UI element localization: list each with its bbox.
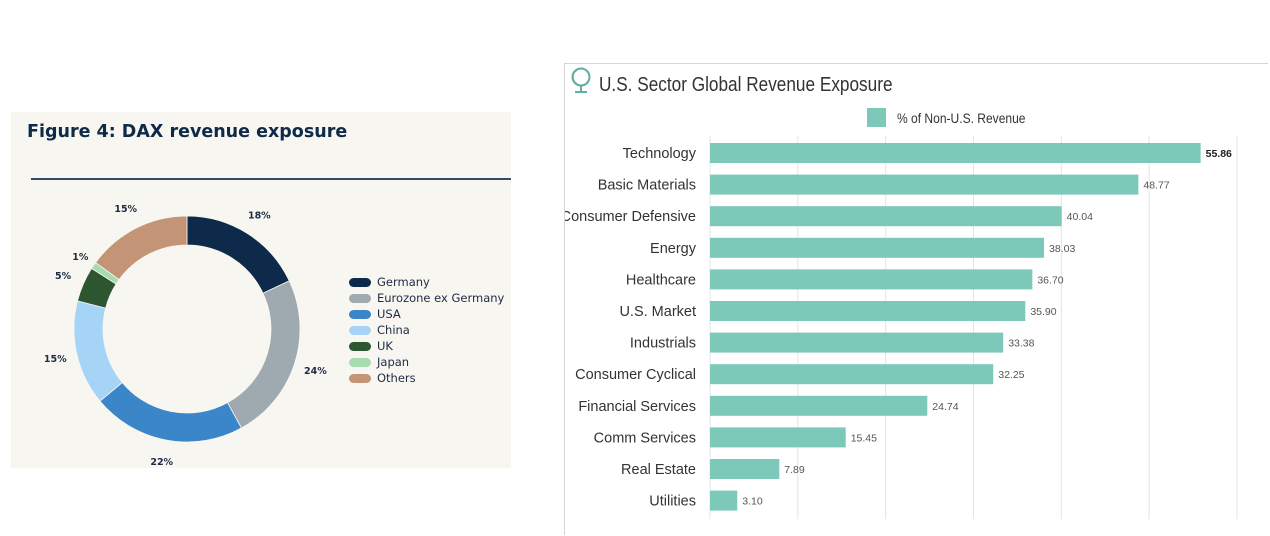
donut-value-label-japan: 1%: [72, 252, 89, 263]
legend-item-usa: USA: [349, 306, 504, 322]
legend-item-uk: UK: [349, 338, 504, 354]
bar-real-estate: [710, 459, 780, 479]
value-label-utilities: 3.10: [742, 496, 763, 508]
donut-value-label-usa: 22%: [150, 457, 173, 468]
category-label-comm-services: Comm Services: [594, 430, 696, 446]
donut-value-label-germany: 18%: [248, 211, 271, 222]
bar-consumer-defensive: [710, 206, 1062, 227]
sector-chart-legend: % of Non-U.S. Revenue: [867, 108, 1046, 127]
dax-figure-panel: Figure 4: DAX revenue exposure 18% 24% 22%…: [11, 112, 511, 468]
value-label-consumer-defensive: 40.04: [1067, 211, 1093, 223]
donut-slice-usa: [99, 381, 242, 443]
value-label-energy: 38.03: [1049, 243, 1075, 255]
legend-swatch: [349, 309, 371, 319]
legend-label: Japan: [377, 355, 410, 369]
value-label-consumer-cyclical: 32.25: [998, 369, 1024, 381]
category-label-real-estate: Real Estate: [621, 462, 696, 478]
bar-technology: [710, 143, 1201, 163]
category-label-u-s-market: U.S. Market: [619, 304, 696, 320]
legend-swatch: [349, 357, 371, 367]
legend-label: % of Non-U.S. Revenue: [897, 109, 1026, 126]
legend-swatch: [349, 373, 371, 383]
donut-slice-eurozone-ex-germany: [226, 280, 301, 429]
gridlines: [709, 136, 1238, 519]
sector-chart-panel: U.S. Sector Global Revenue Exposure % of…: [564, 63, 1268, 535]
bar-energy: [710, 237, 1045, 258]
category-label-financial-services: Financial Services: [578, 399, 696, 415]
value-label-basic-materials: 48.77: [1143, 180, 1169, 192]
value-label-real-estate: 7.89: [784, 464, 805, 476]
dax-chart-title: Figure 4: DAX revenue exposure: [27, 122, 348, 142]
category-label-healthcare: Healthcare: [626, 272, 696, 288]
value-label-technology: 55.86: [1206, 148, 1232, 160]
category-label-technology: Technology: [623, 146, 697, 162]
legend-label: UK: [377, 339, 393, 353]
bar-basic-materials: [710, 174, 1139, 195]
legend-item-eurozone-ex-germany: Eurozone ex Germany: [349, 290, 504, 306]
bar-industrials: [710, 332, 1004, 353]
donut-value-label-eurozone-ex-germany: 24%: [304, 366, 327, 377]
legend-item-others: Others: [349, 370, 504, 386]
legend-label: China: [377, 323, 410, 337]
dax-legend: Germany Eurozone ex Germany USA China UK Japa…: [349, 274, 504, 386]
donut-slice-china: [73, 300, 123, 402]
category-label-energy: Energy: [650, 241, 697, 257]
category-label-consumer-cyclical: Consumer Cyclical: [575, 367, 696, 383]
donut-value-label-others: 15%: [114, 204, 137, 215]
category-label-industrials: Industrials: [630, 336, 696, 352]
value-label-u-s-market: 35.90: [1030, 306, 1056, 318]
donut-slice-others: [95, 215, 188, 281]
donut-value-label-china: 15%: [44, 354, 67, 365]
legend-swatch: [867, 108, 886, 127]
value-label-healthcare: 36.70: [1037, 274, 1063, 286]
value-label-industrials: 33.38: [1008, 338, 1034, 350]
bar-comm-services: [710, 427, 846, 448]
bar-consumer-cyclical: [710, 364, 994, 385]
legend-label: USA: [377, 307, 401, 321]
category-label-consumer-defensive: Consumer Defensive: [565, 209, 696, 225]
category-label-basic-materials: Basic Materials: [598, 178, 696, 194]
legend-item-china: China: [349, 322, 504, 338]
category-label-utilities: Utilities: [649, 494, 696, 510]
dax-donut-chart: 18% 24% 22% 15% 5%1% 15%: [44, 204, 327, 468]
legend-label: Others: [377, 371, 416, 385]
bar-healthcare: [710, 269, 1033, 290]
legend-label: Eurozone ex Germany: [377, 291, 505, 305]
bar-u-s-market: [710, 301, 1026, 321]
legend-item-japan: Japan: [349, 354, 504, 370]
title-divider: [31, 178, 511, 180]
sector-chart-title: U.S. Sector Global Revenue Exposure: [599, 74, 893, 96]
globe-icon: [571, 67, 591, 93]
donut-value-label-uk: 5%: [55, 271, 72, 282]
value-label-comm-services: 15.45: [851, 432, 877, 444]
bar-utilities: [710, 490, 738, 511]
legend-swatch: [349, 277, 371, 287]
legend-swatch: [349, 325, 371, 335]
legend-label: Germany: [377, 275, 430, 289]
legend-swatch: [349, 341, 371, 351]
donut-slice-germany: [186, 215, 290, 294]
legend-swatch: [349, 293, 371, 303]
sector-bar-chart: Technology 55.86 Basic Materials 48.77 Consu…: [565, 136, 1238, 519]
legend-item-germany: Germany: [349, 274, 504, 290]
bar-financial-services: [710, 395, 928, 416]
value-label-financial-services: 24.74: [932, 401, 958, 413]
